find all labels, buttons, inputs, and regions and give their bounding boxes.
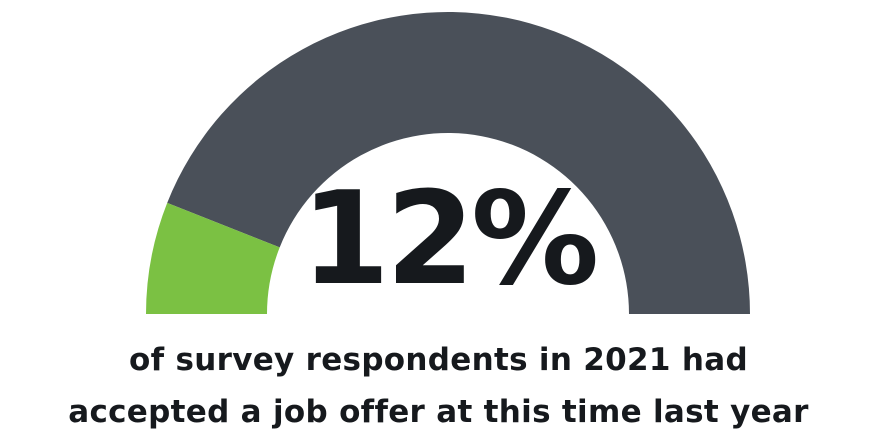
caption-line-2: accepted a job offer at this time last y…	[68, 394, 809, 430]
gauge-remaining-arc	[167, 12, 750, 315]
gauge-value-label: 12%	[301, 165, 596, 314]
gauge-filled-arc	[146, 202, 280, 314]
caption-line-1: of survey respondents in 2021 had	[129, 342, 748, 378]
